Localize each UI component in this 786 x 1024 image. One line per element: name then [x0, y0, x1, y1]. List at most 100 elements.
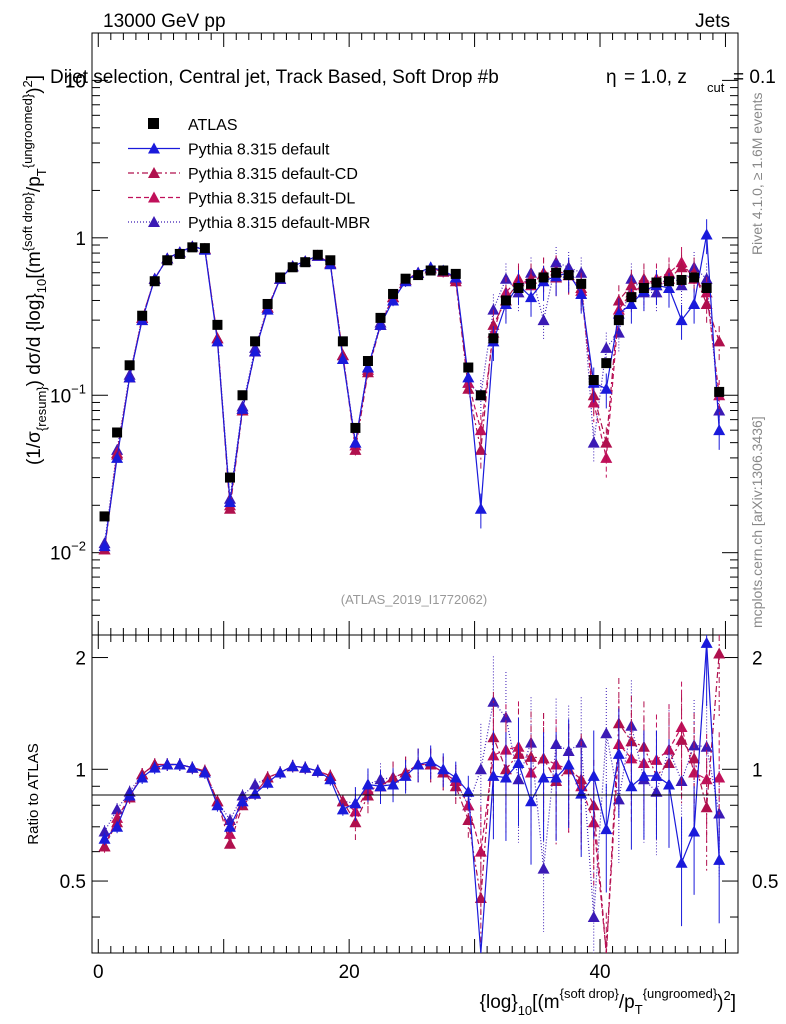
atlas-point: [262, 298, 273, 309]
ratio-point: [324, 773, 337, 785]
ratio-point: [286, 760, 299, 772]
ratio-point: [424, 755, 437, 767]
process-label: Jets: [695, 11, 730, 32]
atlas-point: [626, 292, 637, 303]
mc-point: [487, 318, 500, 330]
series-1: [98, 219, 726, 552]
legend-label: Pythia 8.315 default-CD: [188, 166, 358, 183]
atlas-point: [551, 267, 562, 278]
mc-point: [349, 443, 362, 455]
ratio-point: [525, 795, 538, 807]
ratio-series: [98, 635, 726, 954]
atlas-point: [450, 268, 461, 279]
ratio-point: [186, 761, 199, 773]
ratio-point: [474, 892, 487, 904]
ratio-point: [412, 758, 425, 770]
atlas-point: [337, 336, 348, 347]
ratio-point: [198, 766, 211, 778]
ratio-point: [299, 761, 312, 773]
cut-value: = 0.1: [733, 67, 776, 88]
x-tick-label: 40: [589, 962, 610, 983]
atlas-point: [124, 360, 135, 371]
mc-point: [575, 287, 588, 299]
ratio-point: [675, 733, 688, 745]
atlas-point: [538, 272, 549, 283]
mc-point: [713, 424, 726, 436]
ratio-line: [104, 642, 720, 954]
ratio-point: [249, 787, 262, 799]
y-tick-label: 10: [65, 71, 86, 92]
atlas-point: [275, 272, 286, 283]
atlas-point: [488, 333, 499, 344]
atlas-point: [187, 242, 198, 253]
ratio-point: [462, 785, 475, 797]
atlas-point: [287, 262, 298, 273]
rivet-label: Rivet 4.1.0, ≥ 1.6M events: [749, 92, 765, 255]
ratio-point: [587, 911, 600, 923]
y-tick-label: 10−2: [50, 539, 86, 565]
ratio-point: [537, 862, 550, 874]
series-2: [98, 240, 726, 555]
main-ylabel: (1/σ{resum}) dσ/d {log}10[(m{soft drop}/…: [20, 75, 49, 465]
mc-point: [537, 314, 550, 326]
ratio-point: [688, 825, 701, 837]
cut-subscript: cut: [707, 80, 725, 95]
atlas-point: [362, 356, 373, 367]
atlas-point: [651, 277, 662, 288]
legend-triangle-marker: [148, 142, 160, 154]
ratio-point: [700, 636, 713, 648]
x-tick-label: 20: [339, 962, 360, 983]
ratio-point: [249, 778, 262, 790]
ratio-point: [600, 823, 613, 835]
legend-square-marker: [148, 118, 159, 129]
legend-triangle-marker: [148, 191, 160, 203]
legend-entry: Pythia 8.315 default-MBR: [128, 215, 370, 232]
ratio-point: [236, 795, 249, 807]
atlas-point: [676, 274, 687, 285]
ratio-tick-label: 2: [75, 649, 86, 670]
atlas-point: [563, 270, 574, 281]
ratio-point: [336, 803, 349, 815]
y-tick-label: 1: [75, 229, 86, 250]
ratio-point: [474, 763, 487, 775]
ratio-point: [349, 816, 362, 828]
atlas-point: [588, 374, 599, 385]
mc-point: [223, 495, 236, 507]
mc-point: [713, 335, 726, 347]
ratio-point: [700, 801, 713, 813]
mc-point: [663, 266, 676, 278]
atlas-point: [375, 312, 386, 323]
ratio-point: [111, 803, 124, 815]
mc-point: [462, 371, 475, 383]
atlas-point: [438, 265, 449, 276]
series-line: [103, 245, 720, 544]
atlas-point: [300, 257, 311, 268]
mc-point: [713, 404, 726, 416]
mc-point: [600, 341, 613, 353]
mc-point: [675, 314, 688, 326]
ratio-point: [387, 778, 400, 790]
series-atlas: [99, 242, 725, 522]
atlas-point: [137, 310, 148, 321]
ratio-point: [98, 825, 111, 837]
series-line: [103, 245, 720, 550]
ratio-point: [499, 771, 512, 783]
selection-title-main: Dijet selection, Central jet, Track Base…: [50, 67, 499, 88]
ratio-point: [349, 797, 362, 809]
mc-point: [625, 279, 638, 291]
ratio-point: [637, 769, 650, 781]
atlas-point: [325, 255, 336, 266]
ratio-point: [211, 799, 224, 811]
mc-point: [123, 371, 136, 383]
ratio-point: [575, 787, 588, 799]
ratio-point: [550, 771, 563, 783]
legend-label: Pythia 8.315 default-DL: [188, 191, 355, 208]
legend-entry: Pythia 8.315 default-CD: [128, 166, 358, 183]
atlas-point: [689, 272, 700, 283]
atlas-point: [400, 273, 411, 284]
mc-point: [387, 294, 400, 306]
mc-point: [474, 443, 487, 455]
mc-point: [249, 345, 262, 357]
atlas-point: [513, 283, 524, 294]
ratio-point: [612, 747, 625, 759]
